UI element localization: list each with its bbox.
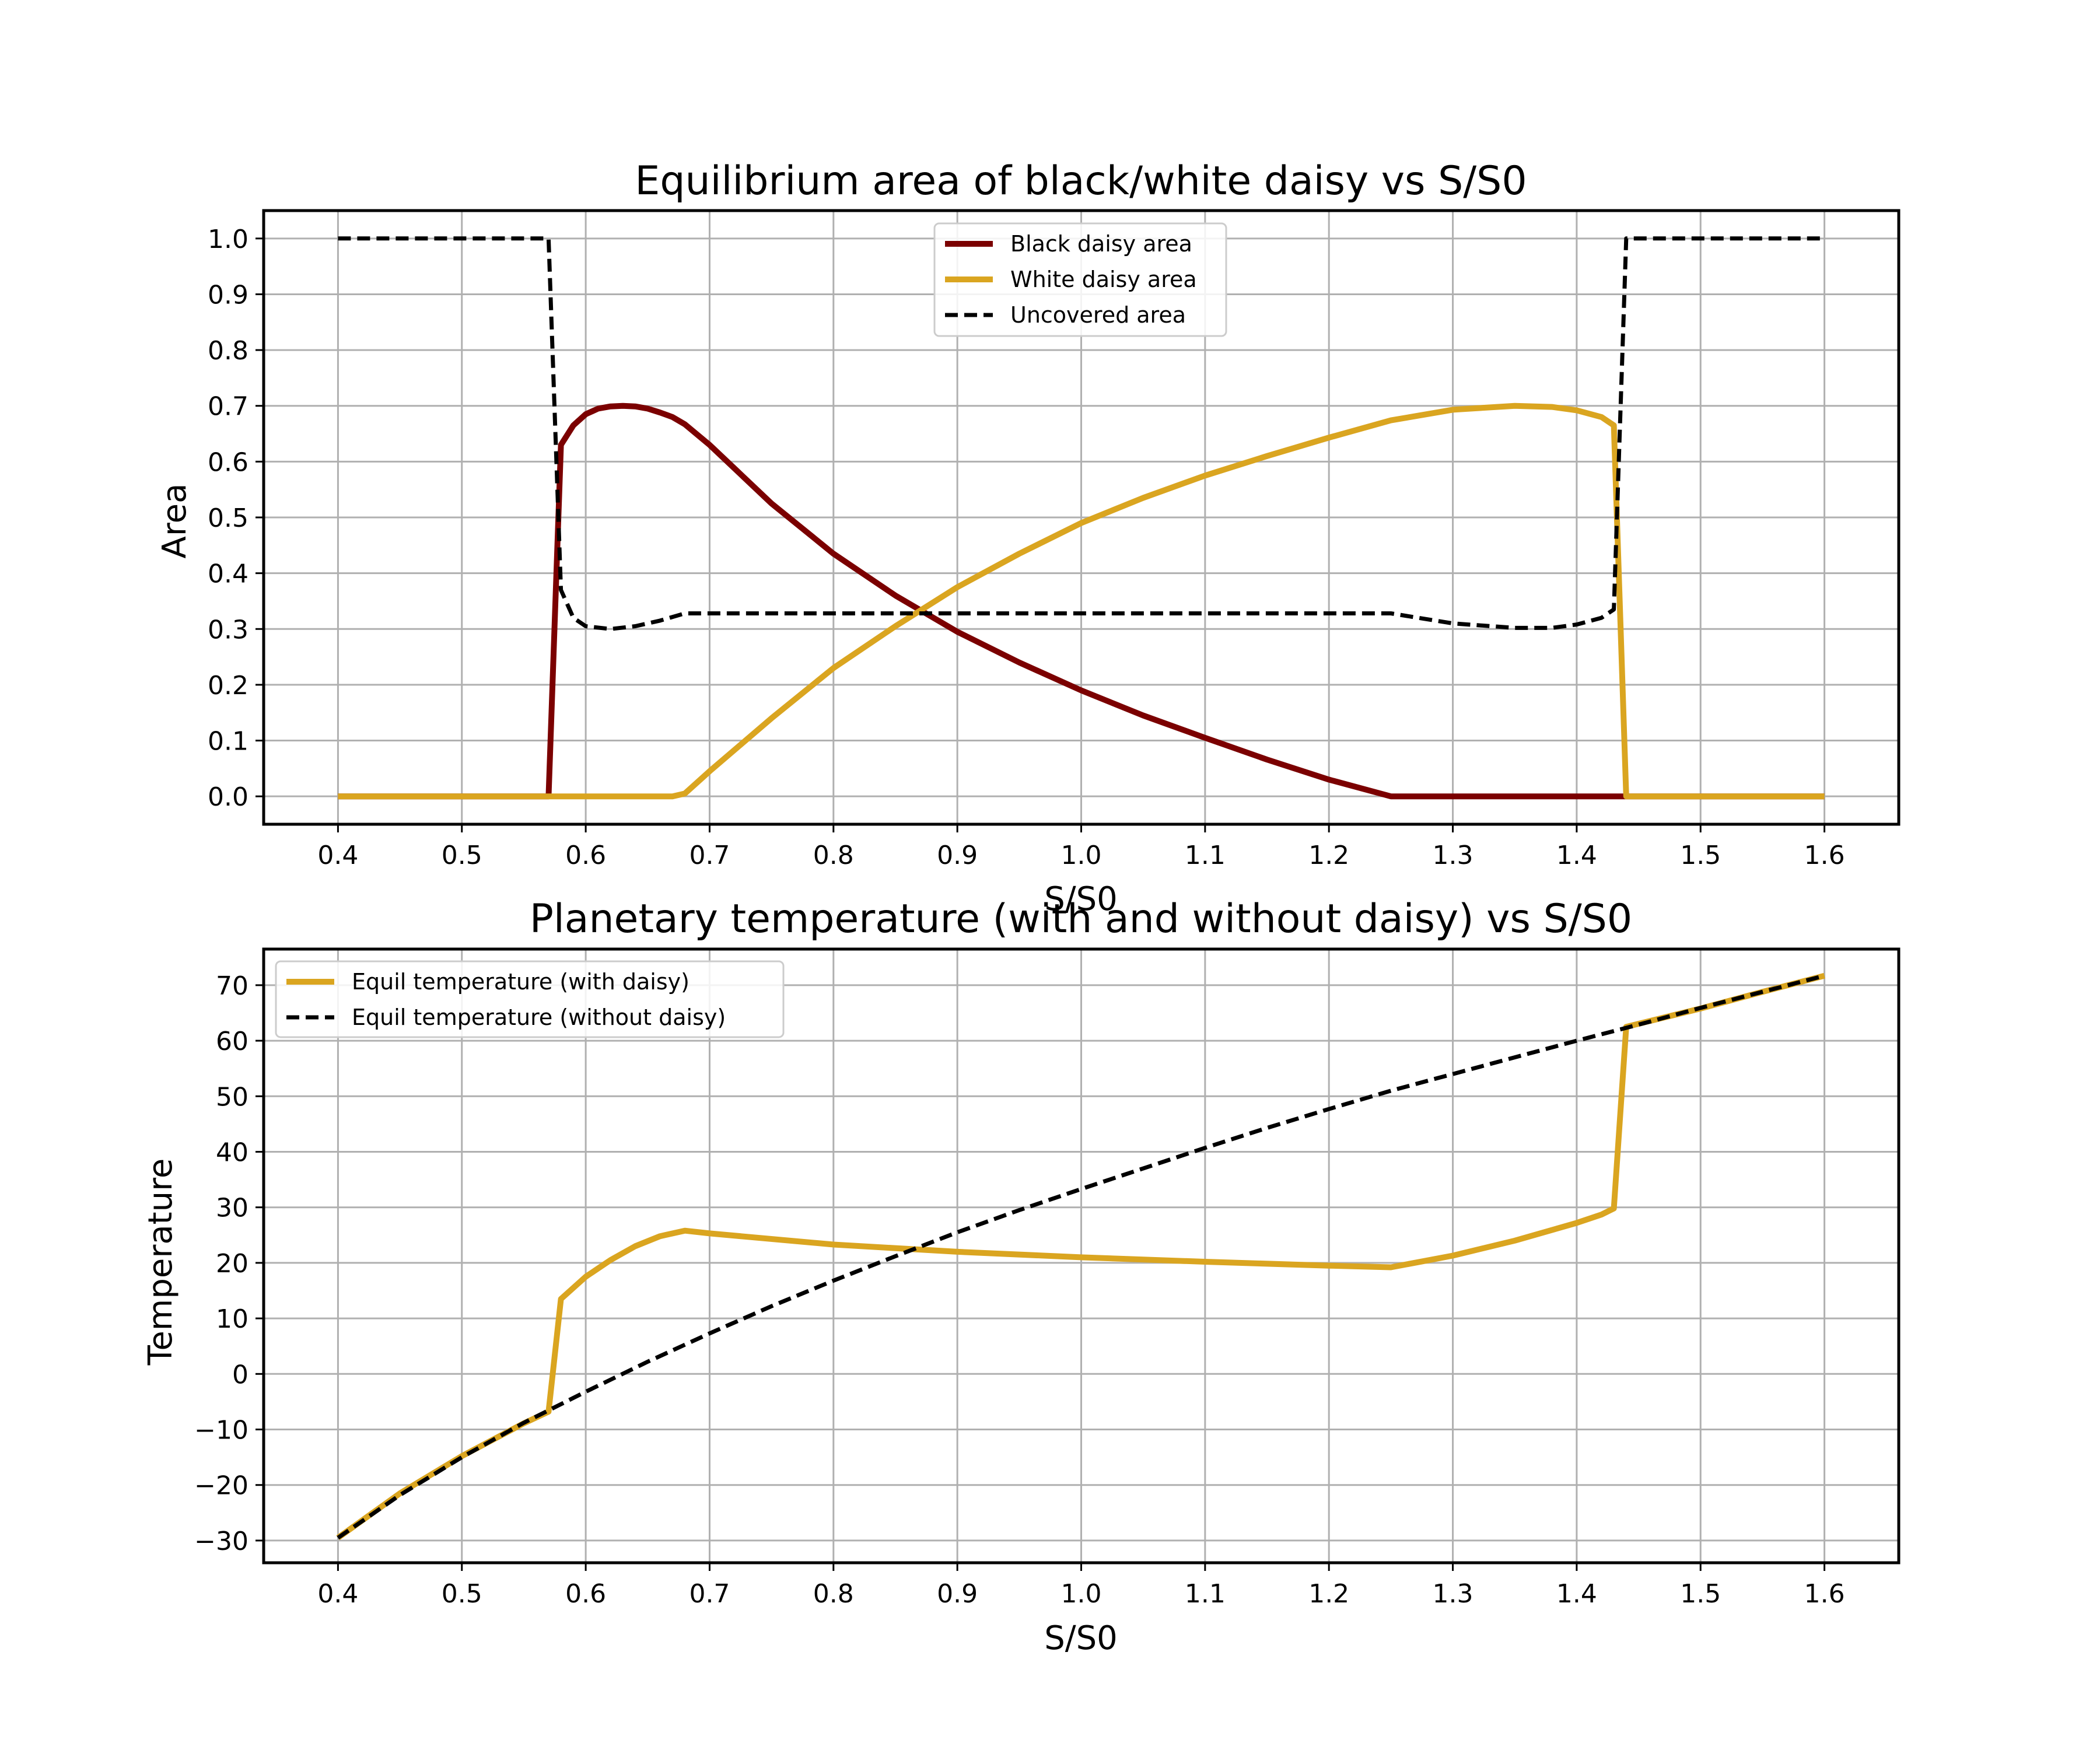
temperature-chart-y-tick-label: −30	[194, 1527, 249, 1556]
area-chart-y-tick-label: 0.7	[208, 392, 249, 422]
area-chart-x-tick-label: 0.5	[442, 841, 482, 870]
area-chart-legend: Black daisy area White daisy area Uncovere…	[933, 222, 1227, 337]
temperature-chart-x-tick-label: 1.2	[1308, 1579, 1349, 1609]
temperature-chart-x-tick-label: 1.5	[1680, 1579, 1721, 1609]
temperature-chart-y-tick-label: −10	[194, 1416, 249, 1446]
temperature-chart-x-tick-label: 1.6	[1804, 1579, 1845, 1609]
area-chart-title: Equilibrium area of black/white daisy vs…	[635, 158, 1527, 204]
temperature-chart-x-tick-label: 0.9	[937, 1579, 978, 1609]
temperature-chart-series-equil-temperature-with-daisy	[336, 972, 1825, 1541]
area-chart-x-label: S/S0	[1044, 880, 1118, 918]
temperature-chart-y-tick-label: 40	[216, 1138, 249, 1167]
area-chart-y-tick-label: 0.1	[208, 727, 249, 757]
temperature-chart-x-tick-label: 1.3	[1433, 1579, 1474, 1609]
area-chart-y-tick-label: 0.5	[208, 503, 249, 533]
temperature-chart-x-tick-label: 0.7	[689, 1579, 730, 1609]
temperature-chart-x-tick-label: 0.6	[565, 1579, 606, 1609]
temperature-chart-x-tick-label: 1.0	[1061, 1579, 1102, 1609]
area-chart-x-tick-label: 1.2	[1308, 841, 1349, 870]
temperature-chart-legend: Equil temperature (with daisy) Equil temp…	[275, 960, 785, 1038]
area-chart-legend-box	[933, 222, 1227, 337]
area-chart-x-tick-label: 1.0	[1061, 841, 1102, 870]
temperature-chart-y-tick-label: 50	[216, 1082, 249, 1112]
temperature-chart-y-tick-label: −20	[194, 1471, 249, 1501]
area-chart-series-black-daisy-area	[338, 402, 1825, 800]
area-chart-legend-label: White daisy area	[1010, 267, 1197, 292]
area-chart-x-tick-label: 0.9	[937, 841, 978, 870]
area-chart-x-ticks: 0.4 0.5 0.6 0.7 0.8 0.9 1.0 1.1 1.2 1.3 1.4 1.5 1.6	[317, 824, 1845, 870]
temperature-chart-y-tick-label: 0	[232, 1360, 249, 1390]
temperature-chart-x-tick-label: 0.5	[442, 1579, 482, 1609]
area-chart-x-tick-label: 1.4	[1556, 841, 1597, 870]
temperature-chart-title: Planetary temperature (with and without …	[530, 896, 1632, 942]
area-chart-x-tick-label: 1.1	[1185, 841, 1226, 870]
temperature-chart-legend-label: Equil temperature (without daisy)	[352, 1005, 726, 1030]
temperature-chart-series	[336, 972, 1825, 1541]
temperature-chart-x-ticks: 0.4 0.5 0.6 0.7 0.8 0.9 1.0 1.1 1.2 1.3 1.4 1.5 1.6	[317, 1563, 1845, 1609]
area-chart-y-ticks: 0.0 0.1 0.2 0.3 0.4 0.5 0.6 0.7 0.8 0.9 1.0	[208, 225, 264, 812]
area-chart-x-tick-label: 0.4	[317, 841, 358, 870]
temperature-chart-panel: Planetary temperature (with and without …	[142, 896, 1901, 1657]
temperature-chart-y-label: Temperature	[142, 1158, 180, 1366]
temperature-chart-y-ticks: −30 −20 −10 0 10 20 30 40 50 60 70	[194, 971, 264, 1556]
temperature-chart-legend-box	[275, 960, 785, 1038]
temperature-chart-y-tick-label: 60	[216, 1027, 249, 1056]
temperature-chart-grid	[264, 949, 1899, 1563]
area-chart-x-tick-label: 0.8	[813, 841, 854, 870]
area-chart-x-tick-label: 1.6	[1804, 841, 1845, 870]
temperature-chart-y-tick-label: 30	[216, 1194, 249, 1223]
area-chart-legend-label: Black daisy area	[1010, 231, 1192, 257]
area-chart-panel: Equilibrium area of black/white daisy vs…	[156, 158, 1901, 918]
temperature-chart-legend-label: Equil temperature (with daisy)	[352, 969, 690, 995]
temperature-chart-y-tick-label: 70	[216, 971, 249, 1001]
temperature-chart-y-tick-label: 20	[216, 1249, 249, 1279]
area-chart-series-white-daisy-area	[338, 402, 1825, 800]
area-chart-x-tick-label: 0.7	[689, 841, 730, 870]
area-chart-series	[338, 236, 1825, 800]
temperature-chart-series-equil-temperature-without-daisy	[337, 974, 1825, 1540]
temperature-chart-x-tick-label: 0.4	[317, 1579, 358, 1609]
area-chart-y-tick-label: 1.0	[208, 225, 249, 254]
area-chart-x-tick-label: 1.5	[1680, 841, 1721, 870]
area-chart-y-tick-label: 0.0	[208, 782, 249, 812]
area-chart-y-tick-label: 0.3	[208, 615, 249, 645]
temperature-chart-y-tick-label: 10	[216, 1304, 249, 1334]
area-chart-y-tick-label: 0.2	[208, 671, 249, 701]
temperature-chart-x-tick-label: 1.4	[1556, 1579, 1597, 1609]
area-chart-y-tick-label: 0.4	[208, 559, 249, 589]
area-chart-y-tick-label: 0.6	[208, 447, 249, 477]
area-chart-y-tick-label: 0.8	[208, 336, 249, 366]
temperature-chart-x-tick-label: 0.8	[813, 1579, 854, 1609]
area-chart-legend-label: Uncovered area	[1010, 302, 1186, 328]
area-chart-x-tick-label: 0.6	[565, 841, 606, 870]
temperature-chart-x-tick-label: 1.1	[1185, 1579, 1226, 1609]
area-chart-x-tick-label: 1.3	[1433, 841, 1474, 870]
temperature-chart-x-label: S/S0	[1044, 1619, 1118, 1657]
area-chart-series-uncovered-area	[338, 236, 1825, 631]
area-chart-y-tick-label: 0.9	[208, 280, 249, 310]
area-chart-y-label: Area	[156, 484, 194, 559]
